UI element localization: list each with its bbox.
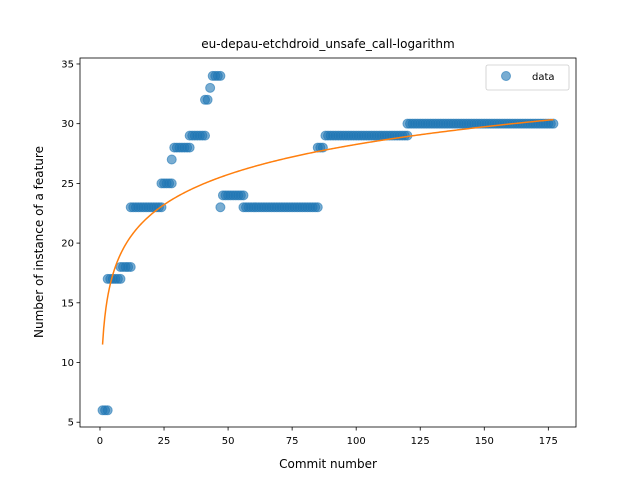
legend-box: [485, 64, 570, 91]
y-axis: 5 10 15 20 25 30 35: [61, 59, 80, 429]
x-axis-label: Commit number: [279, 457, 377, 471]
plot-area: [97, 70, 559, 416]
legend-marker: [501, 71, 511, 81]
x-tick-label: 125: [411, 436, 430, 447]
x-tick-label: 50: [222, 436, 235, 447]
y-axis-label: Number of instance of a feature: [32, 146, 46, 338]
data-point: [312, 202, 323, 213]
chart-title: eu-depau-etchdroid_unsafe_call-logarithm: [201, 37, 454, 51]
legend-label-data: data: [532, 72, 555, 83]
y-tick-label: 30: [61, 119, 74, 130]
x-tick-label: 25: [158, 436, 171, 447]
data-point: [102, 405, 113, 416]
legend: data: [485, 64, 570, 91]
data-point: [238, 190, 249, 201]
y-tick-label: 25: [61, 179, 74, 190]
x-tick-label: 75: [286, 436, 299, 447]
y-tick-label: 20: [61, 239, 74, 250]
data-point: [166, 178, 177, 189]
data-point: [200, 130, 211, 141]
plot-frame: [79, 57, 577, 428]
fit-line-series: [101, 118, 554, 345]
x-tick-label: 100: [347, 436, 366, 447]
data-point: [125, 261, 136, 272]
data-point: [215, 202, 226, 213]
y-tick-label: 5: [68, 418, 74, 429]
data-point: [184, 142, 195, 153]
data-point: [205, 82, 216, 93]
data-point: [166, 154, 177, 165]
data-point: [548, 118, 559, 129]
data-point: [215, 70, 226, 81]
x-tick-label: 0: [97, 436, 103, 447]
y-tick-label: 15: [61, 298, 74, 309]
fit-line: [101, 118, 554, 345]
x-tick-label: 150: [475, 436, 494, 447]
data-point: [202, 94, 213, 105]
scatter-series: [97, 70, 559, 416]
y-tick-label: 35: [61, 59, 74, 70]
data-point: [115, 273, 126, 284]
x-axis: 0 25 50 75 100 125 150 175: [97, 427, 558, 447]
y-tick-label: 10: [61, 358, 74, 369]
x-tick-label: 175: [539, 436, 558, 447]
